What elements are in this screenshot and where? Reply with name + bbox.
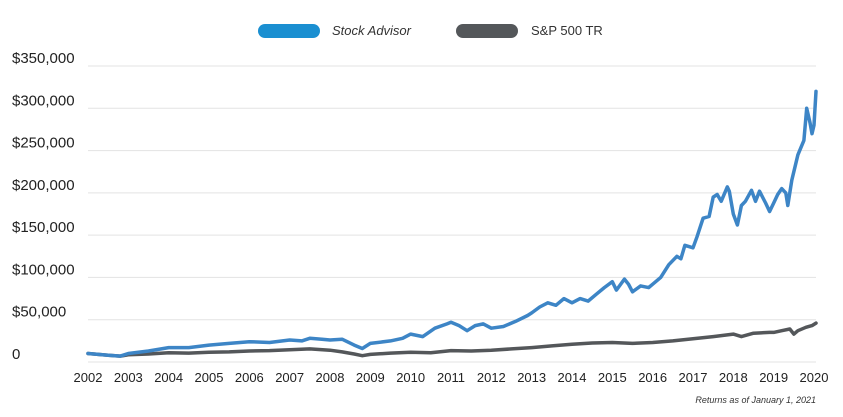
x-tick-label: 2006 [235,370,264,385]
x-tick-label: 2019 [759,370,788,385]
x-axis: 2002 2003 2004 2005 2006 2007 2008 2009 2010 2011… [74,370,829,385]
y-tick-label: $350,000 [12,50,75,67]
x-tick-label: 2018 [719,370,748,385]
y-tick-label: $150,000 [12,219,75,236]
x-tick-label: 2013 [517,370,546,385]
x-tick-label: 2020 [800,370,829,385]
series-line-1 [86,321,818,358]
x-tick-label: 2005 [195,370,224,385]
series-lines [86,89,818,358]
legend-label: Stock Advisor [332,23,412,38]
x-tick-label: 2007 [275,370,304,385]
y-tick-label: $300,000 [12,92,75,109]
legend-label: S&P 500 TR [531,23,603,38]
x-tick-label: 2016 [638,370,667,385]
y-tick-label: 0 [12,346,20,363]
series-line-0 [86,89,818,358]
legend: Stock Advisor S&P 500 TR [258,23,603,38]
x-tick-label: 2014 [558,370,587,385]
x-tick-label: 2004 [154,370,183,385]
gridlines [88,65,816,363]
x-tick-label: 2017 [679,370,708,385]
y-tick-label: $200,000 [12,177,75,194]
x-tick-label: 2015 [598,370,627,385]
x-tick-label: 2010 [396,370,425,385]
y-axis: 0 $50,000 $100,000 $150,000 $200,000 $250,000… [12,50,75,363]
x-tick-label: 2012 [477,370,506,385]
footnote: Returns as of January 1, 2021 [695,395,816,405]
y-tick-label: $50,000 [12,304,66,321]
x-tick-label: 2011 [437,370,465,385]
y-tick-label: $250,000 [12,135,75,152]
x-tick-label: 2002 [74,370,103,385]
legend-swatch [258,24,320,38]
x-tick-label: 2003 [114,370,143,385]
y-tick-label: $100,000 [12,261,75,278]
x-tick-label: 2009 [356,370,385,385]
legend-swatch [456,24,518,38]
x-tick-label: 2008 [316,370,345,385]
